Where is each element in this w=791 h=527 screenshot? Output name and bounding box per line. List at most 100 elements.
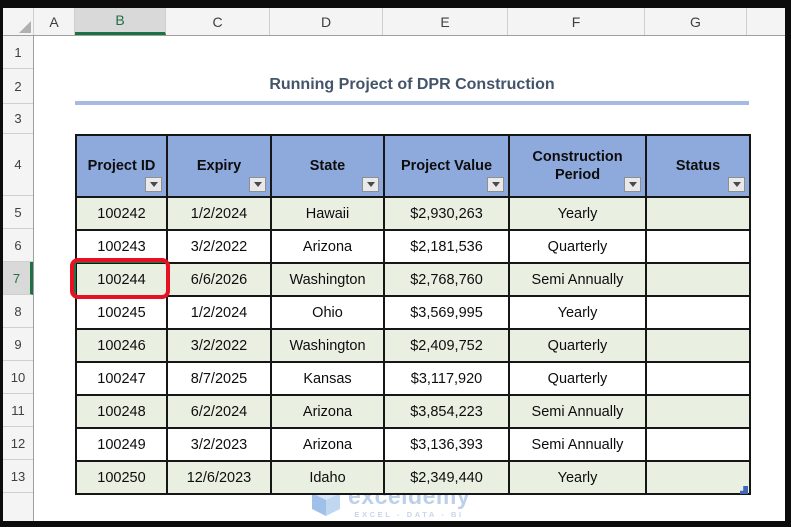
table-cell[interactable]: [645, 262, 751, 297]
highlight-annotation-box: [70, 258, 170, 299]
projects-table: Project ID Expiry State Project Value Constr…: [75, 134, 751, 495]
table-cell[interactable]: [645, 196, 751, 231]
row-header-6[interactable]: 6: [3, 229, 33, 262]
table-cell[interactable]: Semi Annually: [508, 262, 647, 297]
table-cell[interactable]: Quarterly: [508, 361, 647, 396]
column-header-G[interactable]: G: [645, 8, 747, 35]
row-header-13[interactable]: 13: [3, 460, 33, 493]
table-cell[interactable]: $3,136,393: [383, 427, 510, 462]
table-cell[interactable]: [645, 229, 751, 264]
filter-dropdown-button[interactable]: [249, 177, 266, 192]
table-cell[interactable]: 100242: [75, 196, 168, 231]
table-cell[interactable]: 6/6/2026: [166, 262, 272, 297]
table-cell[interactable]: Yearly: [508, 460, 647, 495]
row-header-strip: 1 2 3 4 5 6 7 8 9 10 11 12 13: [3, 36, 34, 521]
table-cell[interactable]: Yearly: [508, 196, 647, 231]
select-all-button[interactable]: [3, 8, 34, 35]
row-header-1[interactable]: 1: [3, 36, 33, 69]
table-cell[interactable]: Arizona: [270, 427, 385, 462]
column-header-F[interactable]: F: [508, 8, 645, 35]
table-cell[interactable]: [645, 460, 751, 495]
filter-dropdown-button[interactable]: [145, 177, 162, 192]
table-cell[interactable]: [645, 328, 751, 363]
table-cell[interactable]: $3,854,223: [383, 394, 510, 429]
table-header-label: Project ID: [87, 157, 156, 174]
table-cell[interactable]: 100249: [75, 427, 168, 462]
table-cell[interactable]: Washington: [270, 328, 385, 363]
column-header-B[interactable]: B: [75, 8, 166, 35]
table-cell[interactable]: Ohio: [270, 295, 385, 330]
row-header-9[interactable]: 9: [3, 328, 33, 361]
table-cell[interactable]: 1/2/2024: [166, 295, 272, 330]
table-cell[interactable]: $2,409,752: [383, 328, 510, 363]
row-header-7[interactable]: 7: [3, 262, 33, 295]
chevron-down-icon: [366, 182, 375, 187]
table-cell[interactable]: [645, 295, 751, 330]
chevron-down-icon: [491, 182, 500, 187]
table-header-cell: State: [270, 134, 385, 198]
table-cell[interactable]: [645, 394, 751, 429]
row-header-3[interactable]: 3: [3, 104, 33, 134]
table-cell[interactable]: 3/2/2022: [166, 328, 272, 363]
table-cell[interactable]: 100245: [75, 295, 168, 330]
table-cell[interactable]: Semi Annually: [508, 394, 647, 429]
table-cell[interactable]: [645, 427, 751, 462]
table-header-label: Construction Period: [532, 148, 623, 183]
table-cell[interactable]: Kansas: [270, 361, 385, 396]
table-cell[interactable]: 1/2/2024: [166, 196, 272, 231]
row-header-4[interactable]: 4: [3, 134, 33, 196]
sheet-title: Running Project of DPR Construction: [269, 76, 555, 93]
column-header-D[interactable]: D: [270, 8, 383, 35]
table-cell[interactable]: Semi Annually: [508, 427, 647, 462]
table-cell[interactable]: 12/6/2023: [166, 460, 272, 495]
filter-dropdown-button[interactable]: [728, 177, 745, 192]
table-cell[interactable]: Quarterly: [508, 229, 647, 264]
table-cell[interactable]: Arizona: [270, 394, 385, 429]
row-header-8[interactable]: 8: [3, 295, 33, 328]
row-header-12[interactable]: 12: [3, 427, 33, 460]
table-cell[interactable]: 3/2/2022: [166, 229, 272, 264]
filter-dropdown-button[interactable]: [362, 177, 379, 192]
table-cell[interactable]: Hawaii: [270, 196, 385, 231]
table-resize-handle[interactable]: [740, 486, 748, 494]
watermark-tagline: EXCEL - DATA - BI: [354, 510, 464, 519]
table-cell[interactable]: [645, 361, 751, 396]
filter-dropdown-button[interactable]: [624, 177, 641, 192]
table-cell[interactable]: 100246: [75, 328, 168, 363]
row-header-10[interactable]: 10: [3, 361, 33, 394]
table-cell[interactable]: $3,117,920: [383, 361, 510, 396]
filter-dropdown-button[interactable]: [487, 177, 504, 192]
table-row: 100246 3/2/2022 Washington $2,409,752 Quarte…: [75, 328, 751, 363]
table-cell[interactable]: Yearly: [508, 295, 647, 330]
table-header-cell: Expiry: [166, 134, 272, 198]
table-cell[interactable]: Quarterly: [508, 328, 647, 363]
chevron-down-icon: [253, 182, 262, 187]
row-header-5[interactable]: 5: [3, 196, 33, 229]
table-cell[interactable]: Washington: [270, 262, 385, 297]
table-cell[interactable]: Idaho: [270, 460, 385, 495]
table-cell[interactable]: $2,181,536: [383, 229, 510, 264]
table-cell[interactable]: Arizona: [270, 229, 385, 264]
title-underline: [75, 101, 749, 105]
column-header-C[interactable]: C: [166, 8, 270, 35]
table-cell[interactable]: 100244: [75, 262, 168, 297]
table-cell[interactable]: $3,569,995: [383, 295, 510, 330]
table-cell[interactable]: 100250: [75, 460, 168, 495]
table-cell[interactable]: 8/7/2025: [166, 361, 272, 396]
column-header-A[interactable]: A: [34, 8, 75, 35]
chevron-down-icon: [732, 182, 741, 187]
table-cell[interactable]: $2,930,263: [383, 196, 510, 231]
row-header-11[interactable]: 11: [3, 394, 33, 427]
column-header-E[interactable]: E: [383, 8, 508, 35]
table-cell[interactable]: $2,768,760: [383, 262, 510, 297]
table-cell[interactable]: $2,349,440: [383, 460, 510, 495]
table-row: 100244 6/6/2026 Washington $2,768,760 Semi A…: [75, 262, 751, 297]
table-cell[interactable]: 3/2/2023: [166, 427, 272, 462]
table-cell[interactable]: 100248: [75, 394, 168, 429]
table-cell[interactable]: 100247: [75, 361, 168, 396]
row-header-2[interactable]: 2: [3, 69, 33, 104]
table-row: 100242 1/2/2024 Hawaii $2,930,263 Yearly: [75, 196, 751, 231]
table-cell[interactable]: 6/2/2024: [166, 394, 272, 429]
